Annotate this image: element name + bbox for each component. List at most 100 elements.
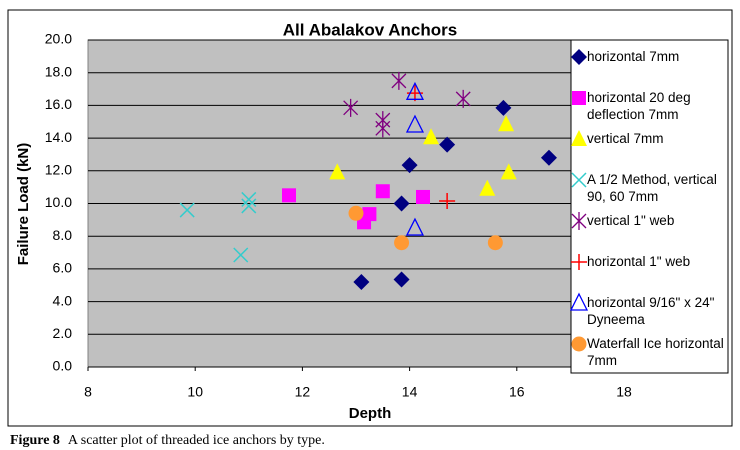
- data-point: [401, 157, 418, 174]
- marker-shape: [405, 217, 425, 236]
- marker-shape: [571, 336, 587, 352]
- data-point: [241, 198, 257, 214]
- marker-shape: [179, 202, 195, 218]
- data-point: [540, 149, 557, 166]
- legend-marker: [571, 254, 587, 270]
- legend-marker: [569, 292, 589, 311]
- x-axis-label: Depth: [349, 405, 392, 422]
- data-point: [405, 217, 425, 236]
- marker-shape: [393, 195, 410, 212]
- legend-marker: [571, 336, 587, 352]
- data-point: [423, 128, 440, 145]
- legend-marker: [571, 172, 587, 188]
- y-tick-label: 8.0: [53, 227, 73, 243]
- marker-shape: [362, 207, 377, 222]
- marker-shape: [375, 184, 390, 199]
- caption: Figure 8 A scatter plot of threaded ice a…: [10, 433, 325, 449]
- marker-shape: [282, 188, 296, 203]
- legend-label: vertical 7mm: [587, 131, 664, 146]
- marker-shape: [498, 115, 515, 132]
- data-point: [362, 207, 377, 222]
- y-tick-label: 14.0: [45, 129, 72, 145]
- data-point: [487, 235, 503, 251]
- data-point: [393, 271, 410, 288]
- data-point: [500, 163, 517, 180]
- marker-shape: [241, 191, 257, 207]
- marker-shape: [353, 273, 370, 290]
- legend-label: Waterfall Ice horizontal 7mm: [587, 336, 724, 368]
- marker-shape: [393, 271, 410, 288]
- legend-marker: [571, 130, 587, 146]
- marker-shape: [479, 179, 496, 196]
- marker-shape: [439, 136, 456, 153]
- y-tick-label: 16.0: [45, 96, 72, 112]
- legend-label: A 1/2 Method, vertical 90, 60 7mm: [587, 172, 717, 204]
- marker-shape: [329, 163, 346, 180]
- marker-shape: [405, 114, 425, 133]
- data-point: [495, 99, 512, 116]
- marker-shape: [405, 81, 425, 100]
- marker-shape: [495, 99, 512, 116]
- y-tick-label: 10.0: [45, 194, 72, 210]
- data-point: [498, 115, 515, 132]
- marker-shape: [569, 292, 589, 311]
- chart-title: All Abalakov Anchors: [283, 20, 457, 39]
- x-tick-label: 8: [84, 384, 92, 400]
- marker-shape: [571, 49, 587, 65]
- y-tick-label: 20.0: [45, 31, 72, 47]
- caption-text: A scatter plot of threaded ice anchors b…: [67, 433, 325, 448]
- data-point: [241, 191, 257, 207]
- marker-shape: [233, 247, 249, 263]
- legend-marker: [571, 212, 587, 230]
- marker-shape: [571, 212, 587, 230]
- marker-shape: [455, 89, 471, 108]
- legend-label: horizontal 9/16" x 24" Dyneema: [587, 295, 715, 327]
- data-point: [343, 98, 359, 117]
- legend-box: [570, 39, 729, 374]
- legend-marker: [572, 91, 586, 105]
- caption-label: Figure 8: [10, 433, 60, 448]
- marker-shape: [348, 205, 364, 221]
- data-point: [479, 179, 496, 196]
- data-point: [393, 195, 410, 212]
- x-tick-label: 12: [295, 384, 311, 400]
- marker-shape: [401, 157, 418, 174]
- y-tick-label: 0.0: [53, 358, 73, 374]
- y-tick-label: 6.0: [53, 260, 73, 276]
- marker-shape: [571, 130, 587, 146]
- data-point: [394, 235, 410, 251]
- marker-shape: [343, 98, 359, 117]
- data-point: [405, 81, 425, 100]
- marker-shape: [416, 189, 430, 204]
- marker-shape: [572, 91, 586, 105]
- marker-shape: [571, 172, 587, 188]
- marker-shape: [540, 149, 557, 166]
- data-point: [282, 188, 296, 203]
- data-point: [233, 247, 249, 263]
- data-point: [375, 119, 391, 138]
- y-tick-label: 4.0: [53, 292, 73, 308]
- y-tick-label: 2.0: [53, 325, 73, 341]
- x-tick-label: 16: [509, 384, 525, 400]
- marker-shape: [571, 254, 587, 270]
- marker-shape: [500, 163, 517, 180]
- data-point: [455, 89, 471, 108]
- data-point: [348, 205, 364, 221]
- data-point: [375, 184, 390, 199]
- x-tick-label: 18: [616, 384, 632, 400]
- marker-shape: [439, 193, 456, 210]
- data-point: [353, 273, 370, 290]
- x-tick-label: 10: [187, 384, 203, 400]
- marker-shape: [487, 235, 503, 251]
- marker-shape: [241, 198, 257, 214]
- x-tick-label: 14: [402, 384, 418, 400]
- data-point: [179, 202, 195, 218]
- legend-label: vertical 1" web: [587, 213, 675, 228]
- data-point: [439, 193, 456, 210]
- y-tick-label: 12.0: [45, 162, 72, 178]
- legend-label: horizontal 20 deg deflection 7mm: [587, 90, 691, 122]
- legend-label: horizontal 1" web: [587, 254, 691, 269]
- marker-shape: [391, 71, 407, 90]
